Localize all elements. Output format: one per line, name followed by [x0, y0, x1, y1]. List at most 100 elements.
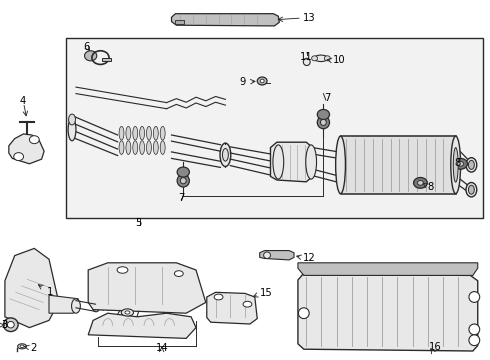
Ellipse shape — [417, 180, 423, 185]
Ellipse shape — [458, 161, 464, 166]
Ellipse shape — [469, 335, 480, 346]
Ellipse shape — [312, 56, 318, 61]
Ellipse shape — [29, 136, 39, 144]
Text: 7: 7 — [178, 193, 185, 203]
Ellipse shape — [96, 303, 100, 310]
Text: 16: 16 — [429, 342, 442, 352]
Polygon shape — [9, 134, 44, 164]
Ellipse shape — [147, 141, 151, 154]
Ellipse shape — [140, 141, 145, 154]
Text: 3: 3 — [0, 320, 7, 330]
Ellipse shape — [153, 126, 158, 140]
Text: 12: 12 — [303, 253, 316, 264]
Ellipse shape — [303, 58, 310, 66]
Polygon shape — [298, 263, 478, 275]
Ellipse shape — [119, 141, 124, 154]
Text: 7: 7 — [324, 93, 331, 103]
Text: 3: 3 — [1, 320, 7, 330]
Ellipse shape — [177, 167, 189, 177]
Ellipse shape — [222, 148, 228, 161]
Ellipse shape — [306, 145, 317, 179]
Ellipse shape — [214, 294, 223, 300]
Ellipse shape — [298, 308, 309, 319]
Polygon shape — [88, 263, 206, 313]
Ellipse shape — [153, 141, 158, 154]
Ellipse shape — [160, 126, 165, 140]
Ellipse shape — [469, 292, 480, 302]
Text: 4: 4 — [20, 96, 26, 106]
Polygon shape — [172, 14, 279, 26]
Ellipse shape — [18, 344, 26, 349]
Ellipse shape — [469, 324, 480, 335]
Polygon shape — [5, 248, 59, 328]
Ellipse shape — [451, 136, 461, 194]
Text: 9: 9 — [240, 77, 246, 87]
Ellipse shape — [84, 51, 97, 61]
Polygon shape — [175, 20, 184, 24]
Ellipse shape — [257, 77, 267, 85]
Ellipse shape — [324, 56, 330, 61]
Text: 11: 11 — [300, 52, 313, 62]
Ellipse shape — [160, 141, 165, 154]
Ellipse shape — [122, 309, 133, 316]
Ellipse shape — [220, 143, 231, 166]
Ellipse shape — [140, 126, 145, 140]
Ellipse shape — [180, 177, 186, 184]
Ellipse shape — [3, 318, 18, 332]
Text: 14: 14 — [155, 343, 168, 353]
Ellipse shape — [454, 158, 467, 169]
Bar — [102, 58, 111, 61]
Ellipse shape — [414, 177, 427, 188]
Ellipse shape — [7, 321, 14, 328]
Ellipse shape — [453, 148, 458, 182]
Ellipse shape — [318, 116, 329, 129]
Ellipse shape — [20, 345, 24, 348]
Ellipse shape — [273, 145, 284, 179]
Ellipse shape — [14, 153, 24, 161]
Ellipse shape — [126, 126, 131, 140]
Ellipse shape — [69, 114, 75, 125]
Ellipse shape — [260, 79, 264, 83]
Text: 2: 2 — [24, 343, 37, 354]
Ellipse shape — [133, 141, 138, 154]
Bar — [66, 38, 483, 218]
Ellipse shape — [466, 183, 477, 197]
Text: 1: 1 — [38, 285, 53, 297]
Bar — [341, 136, 456, 194]
Polygon shape — [207, 292, 257, 324]
Polygon shape — [270, 142, 313, 182]
Text: 13: 13 — [303, 13, 316, 23]
Ellipse shape — [106, 303, 110, 310]
Polygon shape — [88, 313, 196, 338]
Ellipse shape — [101, 303, 105, 310]
Ellipse shape — [126, 141, 131, 154]
Text: 5: 5 — [135, 217, 142, 228]
Ellipse shape — [117, 267, 128, 273]
Text: 8: 8 — [455, 158, 461, 168]
Text: 8: 8 — [427, 182, 434, 192]
Ellipse shape — [468, 185, 474, 194]
Ellipse shape — [243, 301, 252, 307]
Ellipse shape — [468, 161, 474, 169]
Polygon shape — [260, 251, 294, 260]
Text: 10: 10 — [333, 55, 346, 66]
Polygon shape — [49, 295, 78, 313]
Ellipse shape — [174, 271, 183, 276]
Text: 6: 6 — [83, 42, 90, 52]
Ellipse shape — [466, 158, 477, 172]
Ellipse shape — [147, 126, 151, 140]
Ellipse shape — [318, 109, 329, 120]
Polygon shape — [298, 274, 478, 351]
Ellipse shape — [125, 311, 130, 314]
Ellipse shape — [68, 118, 76, 141]
Ellipse shape — [133, 126, 138, 140]
Ellipse shape — [119, 126, 124, 140]
Ellipse shape — [314, 55, 328, 62]
Ellipse shape — [336, 136, 345, 194]
Ellipse shape — [264, 252, 270, 258]
Ellipse shape — [320, 119, 326, 126]
Ellipse shape — [177, 174, 189, 187]
Ellipse shape — [111, 303, 115, 310]
Ellipse shape — [93, 304, 99, 312]
Text: 15: 15 — [260, 288, 272, 298]
